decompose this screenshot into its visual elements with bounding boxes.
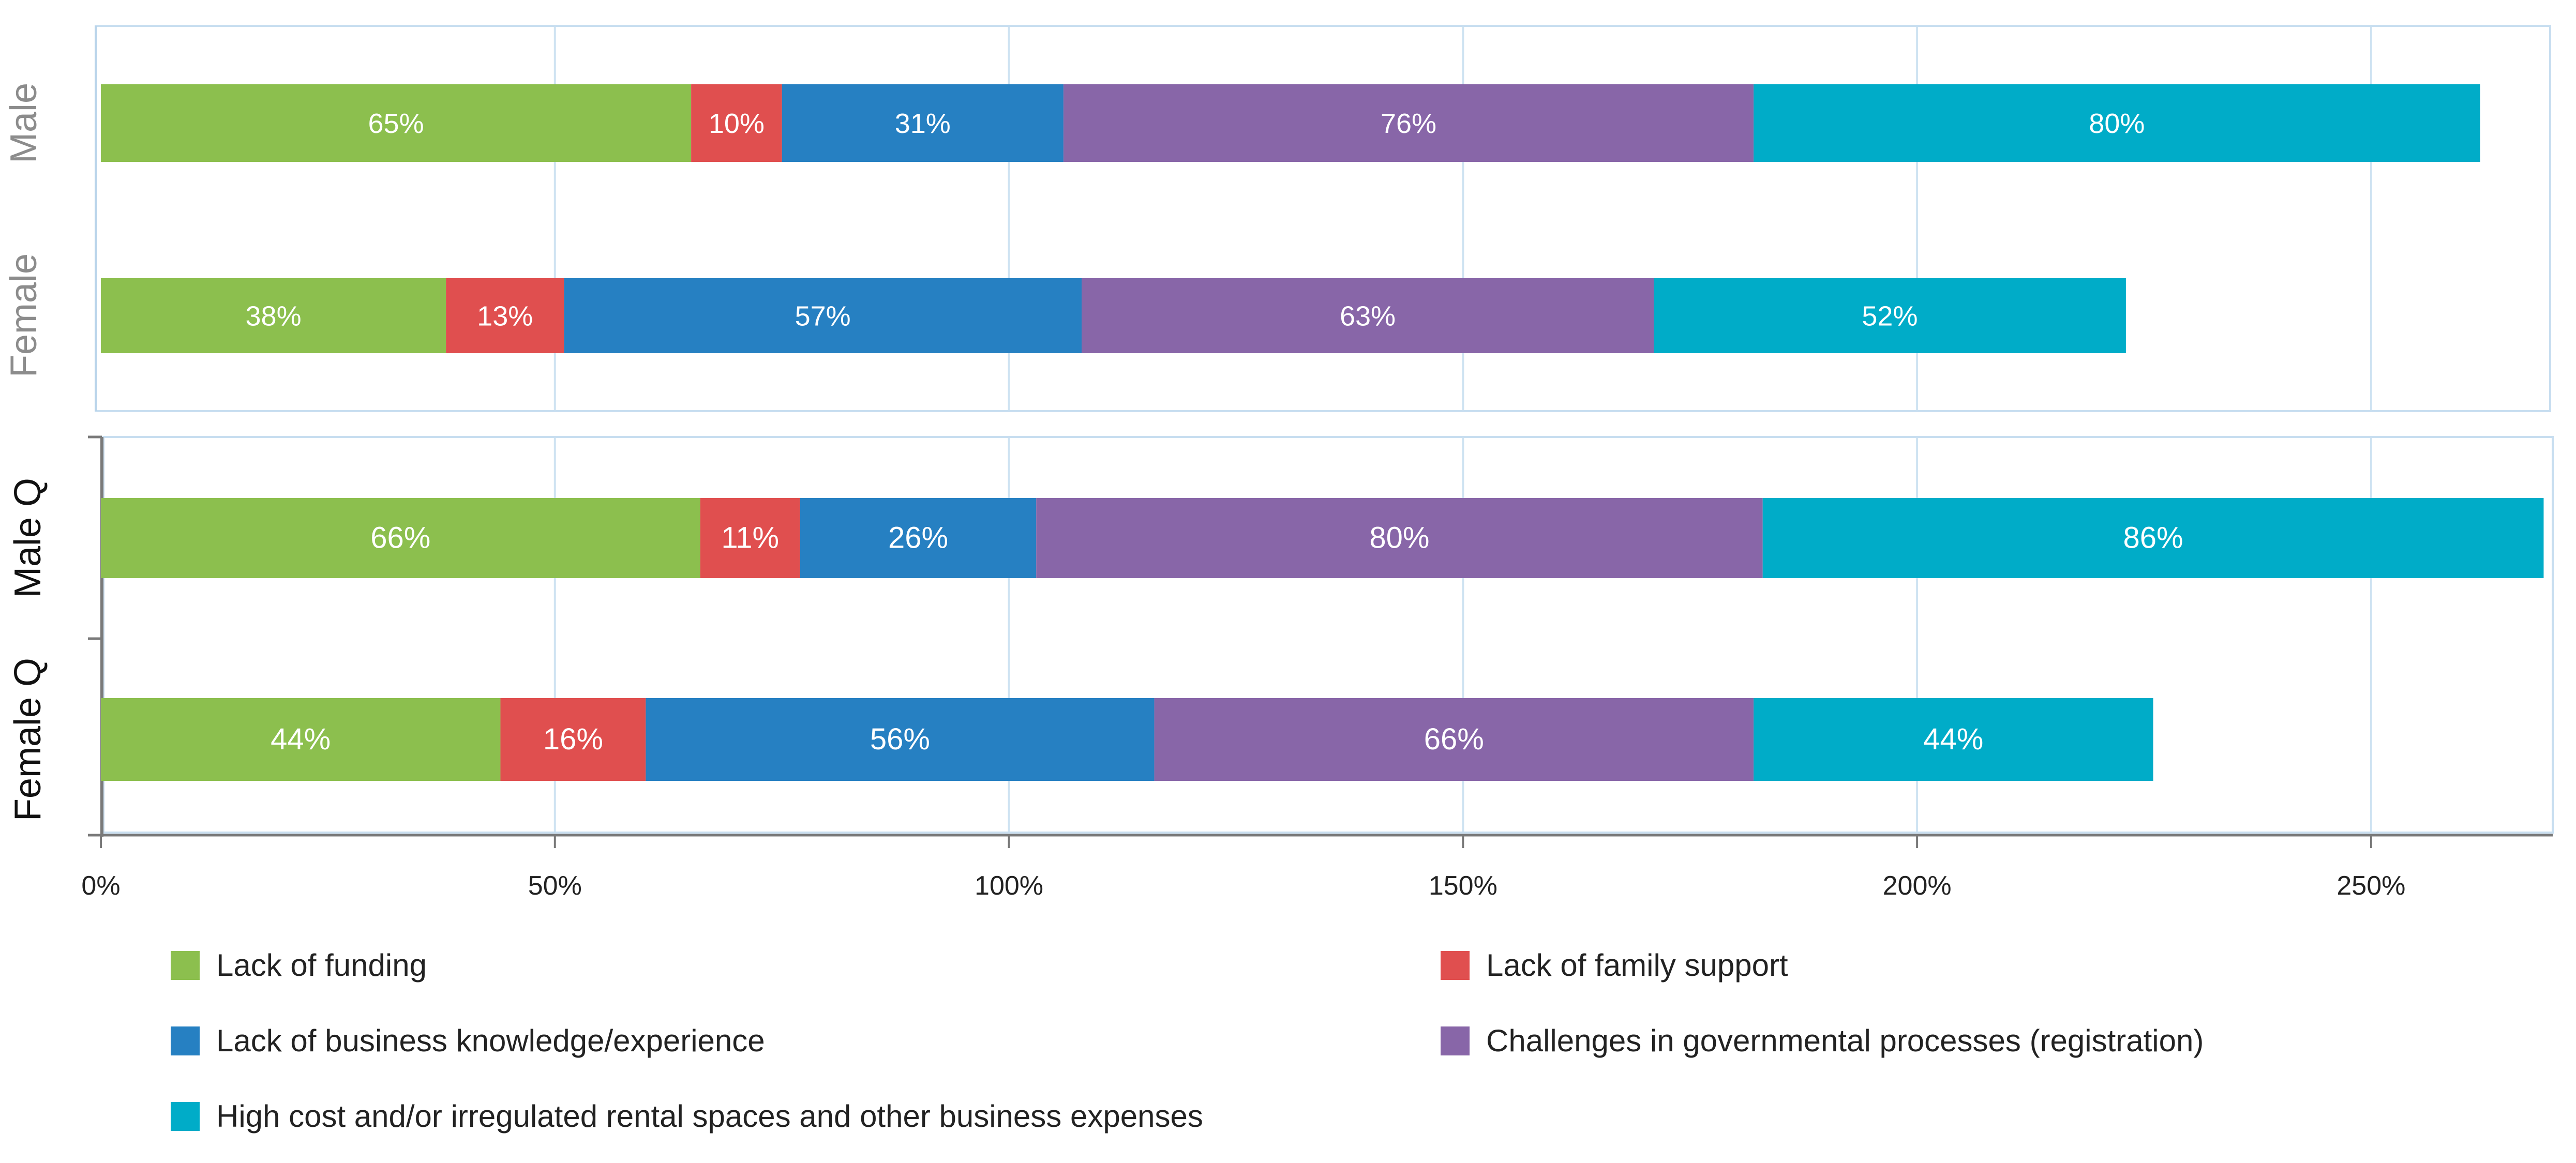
legend-item-governmental-processes: Challenges in governmental processes (re… [1441,1023,2204,1059]
legend-label-rental-costs: High cost and/or irregulated rental spac… [216,1099,1203,1134]
bar-female-q-series-0 [101,698,501,781]
x-tick-label-5: 250% [2337,871,2405,901]
bar-female-series-2 [564,278,1082,353]
bar-female-q-series-3 [1154,698,1754,781]
legend-swatch-governmental-processes [1441,1026,1470,1055]
legend-item-funding: Lack of funding [171,947,427,983]
data-label-male-series-0: 65% [368,108,424,139]
data-label-female-series-4: 52% [1862,301,1918,332]
legend-item-business-knowledge: Lack of business knowledge/experience [171,1023,765,1059]
legend-label-governmental-processes: Challenges in governmental processes (re… [1486,1023,2204,1058]
legend-label-family-support: Lack of family support [1486,948,1788,983]
data-label-female-series-1: 13% [477,301,533,332]
data-label-female-q-series-0: 44% [271,722,331,756]
data-labels: 65% 10% 31% 76% 80% 38% 13% 57% 63% 52% 66% 11% 26% 8… [246,108,2183,756]
x-tick-label-0: 0% [81,871,120,901]
data-label-male-series-2: 31% [895,108,951,139]
legend-swatch-business-knowledge [171,1026,200,1055]
bar-female-q-series-1 [500,698,646,781]
category-label-male-q: Male Q [7,478,49,598]
data-label-male-q-series-3: 80% [1369,521,1429,555]
data-label-female-q-series-4: 44% [1923,722,1983,756]
x-axis-ticks: 0% 50% 100% 150% 200% 250% [81,871,2405,901]
data-label-female-q-series-1: 16% [543,722,603,756]
bar-male-q-series-1 [700,498,800,578]
bar-male-series-0 [101,84,692,162]
x-tick-label-2: 100% [975,871,1043,901]
data-label-female-q-series-3: 66% [1424,722,1484,756]
bar-male-q-series-4 [1762,498,2544,578]
data-label-male-q-series-2: 26% [888,521,948,555]
bar-female-q-series-4 [1754,698,2153,781]
data-label-female-series-2: 57% [795,301,851,332]
bar-male-series-3 [1063,84,1754,162]
x-tick-label-1: 50% [528,871,582,901]
x-tick-label-4: 200% [1883,871,1952,901]
bar-female-q-series-2 [646,698,1155,781]
bar-male-series-4 [1754,84,2480,162]
bar-female-series-1 [446,278,564,353]
bar-female-series-0 [101,278,446,353]
data-label-male-series-3: 76% [1381,108,1436,139]
category-label-male: Male [3,83,44,163]
category-label-female: Female [3,253,44,377]
bar-male-series-2 [782,84,1064,162]
legend-swatch-family-support [1441,950,1470,980]
legend-swatch-funding [171,950,200,980]
data-label-male-q-series-1: 11% [721,521,779,555]
x-tick-label-3: 150% [1429,871,1497,901]
legend-label-business-knowledge: Lack of business knowledge/experience [216,1023,765,1058]
bars [101,84,2544,781]
bar-male-q-series-2 [800,498,1037,578]
legend-label-funding: Lack of funding [216,948,427,983]
bar-male-series-1 [691,84,782,162]
data-label-female-series-3: 63% [1340,301,1396,332]
data-label-male-series-4: 80% [2089,108,2145,139]
data-label-male-q-series-0: 66% [370,521,430,555]
category-label-female-q: Female Q [7,658,49,821]
legend-swatch-rental-costs [171,1101,200,1131]
data-label-male-q-series-4: 86% [2123,521,2183,555]
bar-female-series-3 [1082,278,1654,353]
legend-item-family-support: Lack of family support [1441,947,1788,983]
legend-item-rental-costs: High cost and/or irregulated rental spac… [171,1098,1203,1134]
bar-male-q-series-0 [101,498,700,578]
bar-female-series-4 [1654,278,2126,353]
bar-male-q-series-3 [1036,498,1763,578]
data-label-female-q-series-2: 56% [870,722,930,756]
data-label-male-series-1: 10% [709,108,765,139]
data-label-female-series-0: 38% [246,301,302,332]
category-labels: Male Female Male Q Female Q [3,83,49,821]
